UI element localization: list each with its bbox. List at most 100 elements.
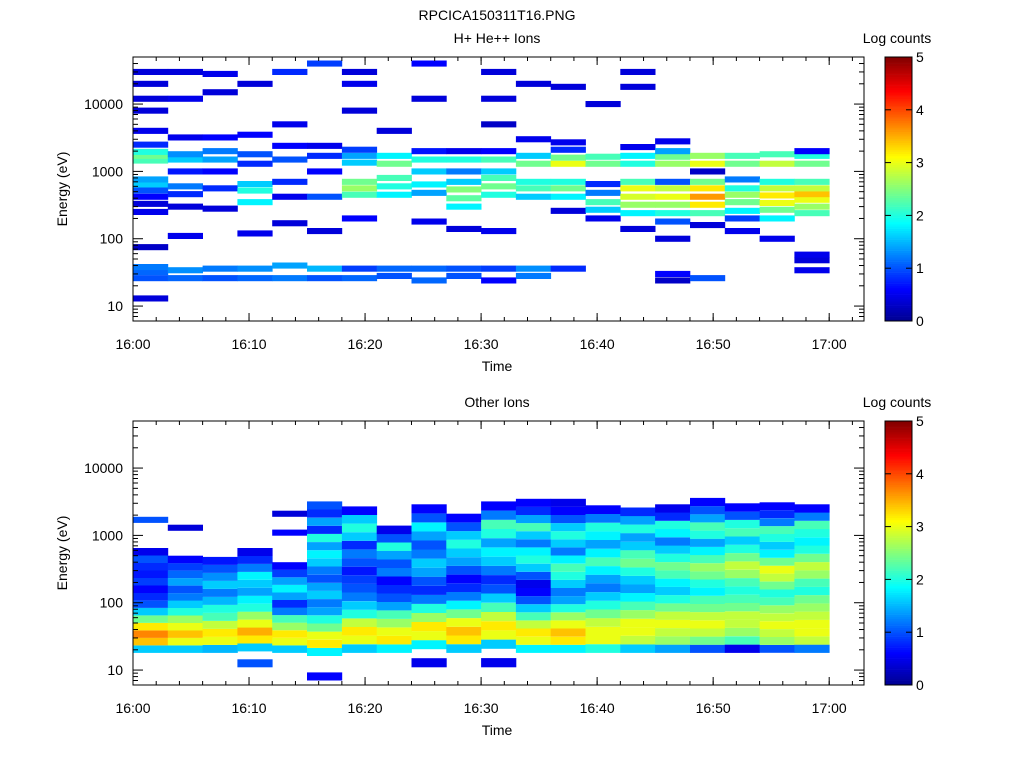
heatmap-cell: [341, 191, 378, 198]
heatmap-cell: [411, 60, 447, 67]
heatmap-cell: [307, 574, 343, 583]
heatmap-cell: [620, 68, 656, 75]
heatmap-cell: [794, 628, 830, 637]
heatmap-cell: [446, 186, 482, 193]
colorbar-segment: [885, 665, 912, 668]
colorbar-segment: [885, 425, 912, 428]
heatmap-cell: [307, 542, 343, 551]
colorbar-segment: [885, 645, 912, 648]
heatmap-cell: [411, 148, 447, 155]
heatmap-cell: [481, 277, 517, 284]
heatmap-cell: [794, 257, 830, 264]
colorbar-tick-label: 2: [916, 571, 924, 587]
colorbar-segment: [885, 634, 912, 637]
x-tick-label: 16:50: [696, 700, 731, 716]
heatmap-cell: [446, 156, 482, 163]
heatmap-cell: [133, 637, 169, 646]
colorbar-segment: [885, 208, 912, 212]
heatmap-cell: [133, 295, 169, 302]
heatmap-cell: [133, 645, 169, 653]
heatmap-cell: [515, 588, 552, 597]
colorbar-segment: [885, 285, 912, 289]
heatmap-cell: [515, 498, 552, 507]
colorbar-segment: [885, 502, 912, 505]
heatmap-cell: [307, 623, 343, 632]
y-tick-label: 10000: [84, 96, 123, 112]
heatmap-cell: [585, 540, 621, 549]
heatmap-cell: [515, 160, 552, 167]
heatmap-cell: [411, 181, 447, 188]
heatmap-cell: [655, 235, 691, 242]
heatmap-cell: [237, 187, 273, 194]
heatmap-cell: [411, 594, 447, 604]
x-tick-label: 16:10: [232, 336, 267, 352]
heatmap-cell: [376, 635, 412, 645]
heatmap-cell: [446, 557, 482, 566]
colorbar-segment: [885, 129, 912, 133]
heatmap-cell: [411, 603, 447, 613]
colorbar-segment: [885, 263, 912, 267]
heatmap-cell: [620, 533, 656, 542]
heatmap-cell: [133, 578, 169, 586]
heatmap-cell: [515, 531, 552, 540]
heatmap-cell: [446, 178, 482, 185]
heatmap-cell: [202, 564, 238, 573]
heatmap-cell: [307, 193, 343, 200]
heatmap-cell: [167, 593, 203, 601]
heatmap-cell: [133, 600, 169, 608]
heatmap-cell: [794, 196, 830, 203]
colorbar-segment: [885, 454, 912, 457]
colorbar-segment: [885, 506, 912, 510]
heatmap-cell: [655, 595, 691, 604]
colorbar-segment: [885, 674, 912, 677]
heatmap-cell: [411, 522, 447, 532]
heatmap-cell: [341, 592, 378, 602]
heatmap-cell: [515, 178, 552, 185]
x-axis: 16:00 16:10 16:20 16:30 16:40 16:50 17:00: [115, 421, 853, 716]
heatmap-cell: [585, 557, 621, 567]
heatmap-cell: [376, 551, 412, 560]
y-tick-label: 1000: [92, 163, 123, 179]
heatmap-cell: [272, 637, 308, 646]
heatmap-cell: [307, 533, 343, 542]
colorbar-segment: [885, 581, 912, 585]
colorbar-segment: [885, 654, 912, 657]
heatmap-cell: [446, 272, 482, 279]
colorbar-segment: [885, 103, 912, 106]
heatmap-cell: [272, 156, 308, 163]
heatmap-cell: [794, 520, 830, 530]
heatmap-cell: [376, 585, 412, 594]
heatmap-cell: [272, 142, 308, 149]
colorbar-segment: [885, 299, 912, 302]
heatmap-cell: [481, 265, 517, 272]
x-tick-label: 16:40: [580, 336, 615, 352]
heatmap-cell: [341, 107, 378, 114]
colorbar-segment: [885, 237, 912, 240]
heatmap-cell: [515, 265, 552, 272]
heatmap-cell: [202, 556, 238, 565]
heatmap-cell: [515, 604, 552, 613]
heatmap-cell: [794, 562, 830, 571]
heatmap-cell: [446, 148, 482, 155]
heatmap-cell: [237, 587, 273, 596]
heatmap-cell: [341, 609, 378, 619]
colorbar-segment: [885, 101, 912, 104]
heatmap-cell: [341, 178, 378, 185]
heatmap-cell: [237, 230, 273, 237]
heatmap-cell: [307, 517, 343, 526]
heatmap-cell: [307, 590, 343, 599]
heatmap-cell: [690, 530, 726, 539]
colorbar-segment: [885, 436, 912, 439]
heatmap-cell: [690, 612, 726, 621]
heatmap-cells: [133, 60, 830, 302]
heatmap-cell: [655, 210, 691, 217]
heatmap-cell: [481, 575, 517, 585]
colorbar-segment: [885, 465, 912, 468]
heatmap-cell: [724, 176, 760, 183]
y-tick-label: 100: [100, 595, 124, 611]
x-tick-label: 17:00: [812, 700, 847, 716]
colorbar-segment: [885, 134, 912, 137]
heatmap-cell: [341, 506, 378, 515]
heatmap-cell: [272, 562, 308, 570]
heatmap-cell: [550, 265, 586, 272]
